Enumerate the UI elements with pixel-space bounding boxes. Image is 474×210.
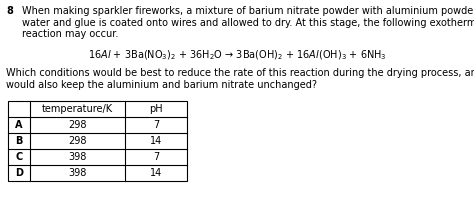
Text: B: B [15,136,23,146]
Text: 298: 298 [68,120,87,130]
Text: A: A [15,120,23,130]
Text: temperature/K: temperature/K [42,104,113,114]
Text: Which conditions would be best to reduce the rate of this reaction during the dr: Which conditions would be best to reduce… [6,68,474,78]
Text: 298: 298 [68,136,87,146]
Text: 14: 14 [150,168,162,178]
Text: C: C [15,152,23,162]
Text: 398: 398 [68,152,87,162]
Text: 8: 8 [6,6,13,16]
Text: 7: 7 [153,120,159,130]
Text: When making sparkler fireworks, a mixture of barium nitrate powder with aluminiu: When making sparkler fireworks, a mixtur… [22,6,474,16]
Text: water and glue is coated onto wires and allowed to dry. At this stage, the follo: water and glue is coated onto wires and … [22,17,474,28]
Text: 7: 7 [153,152,159,162]
Text: 14: 14 [150,136,162,146]
Text: reaction may occur.: reaction may occur. [22,29,119,39]
Text: 16$Al$ + 3Ba(NO$_3$)$_2$ + 36H$_2$O → 3Ba(OH)$_2$ + 16$Al$(OH)$_3$ + 6NH$_3$: 16$Al$ + 3Ba(NO$_3$)$_2$ + 36H$_2$O → 3B… [88,49,386,62]
Text: D: D [15,168,23,178]
Bar [8,101,187,181]
Text: would also keep the aluminium and barium nitrate unchanged?: would also keep the aluminium and barium… [6,80,317,89]
Text: pH: pH [149,104,163,114]
Text: 398: 398 [68,168,87,178]
